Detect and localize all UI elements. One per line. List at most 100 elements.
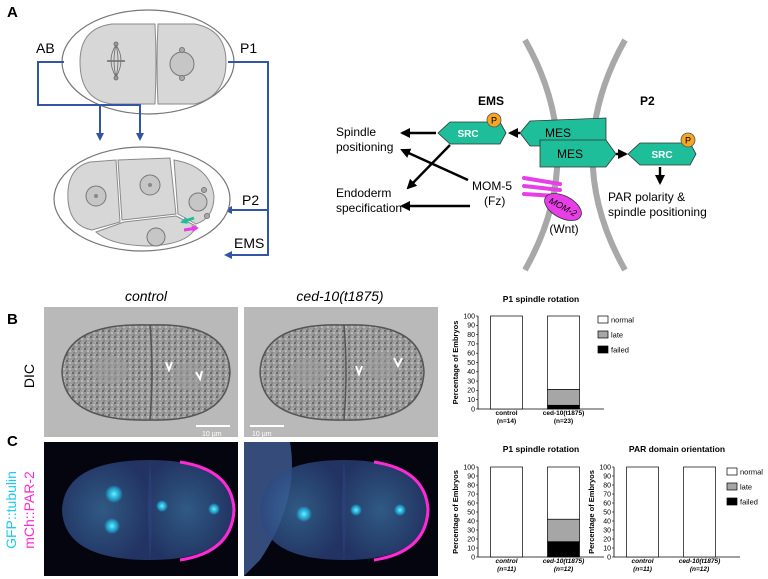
y-tick-label: 50 [603, 509, 611, 516]
bar-segment-late [547, 389, 580, 406]
scale-label-2: 10 µm [252, 431, 272, 438]
par-polarity-2: spindle positioning [608, 205, 707, 219]
y-tick-label: 90 [467, 473, 475, 480]
dic-mutant-image: 10 µm [244, 307, 438, 438]
green-signal-arrow [180, 216, 195, 224]
four-cell-embryo [53, 146, 231, 252]
chart-c-par-domain: PAR domain orientation Percentage of Embr… [587, 444, 763, 573]
legend-swatch-late [726, 482, 738, 491]
panel-letter-a: A [7, 4, 18, 21]
y-tick-label: 70 [603, 491, 611, 498]
dic-label: DIC [21, 364, 37, 388]
y-tick-label: 50 [467, 509, 475, 516]
src-right-box [627, 142, 697, 166]
category-n-label: (n=11) [497, 566, 516, 573]
y-tick-label: 60 [467, 500, 475, 507]
chart-c-spindle-rotation: P1 spindle rotation Percentage of Embryos… [451, 444, 604, 573]
lineage-arrows [37, 61, 269, 259]
pathway-label-ems: EMS [478, 94, 504, 108]
y-tick-label: 60 [603, 500, 611, 507]
mom2-ligand [544, 193, 582, 221]
category-label: ced-10(t1875) [543, 410, 585, 417]
y-tick-label: 0 [471, 554, 475, 561]
category-n-label: (n=12) [554, 566, 573, 573]
label-ems: EMS [234, 235, 264, 251]
scale-label-1: 10 µm [202, 431, 222, 438]
y-tick-label: 100 [463, 313, 475, 320]
y-tick-label: 30 [467, 378, 475, 385]
category-n-label: (n=12) [690, 566, 709, 573]
fluor-label-tubulin: GFP::tubulin [3, 471, 19, 549]
label-p1: P1 [240, 40, 257, 56]
category-n-label: (n=23) [554, 418, 573, 425]
category-label: control [495, 410, 517, 417]
label-p2: P2 [242, 192, 259, 208]
legend-label-normal: normal [740, 468, 763, 477]
bar-segment-normal [626, 466, 659, 558]
category-n-label: (n=11) [633, 566, 652, 573]
category-label: ced-10(t1875) [543, 558, 585, 565]
legend-swatch-failed [597, 345, 609, 354]
control-header: control [125, 288, 168, 304]
y-tick-label: 100 [599, 464, 611, 471]
legend-swatch-failed [726, 497, 738, 506]
legend-swatch-late [597, 330, 609, 339]
y-tick-label: 0 [471, 406, 475, 413]
y-tick-label: 20 [467, 388, 475, 395]
y-axis-label: Percentage of Embryos [451, 321, 460, 405]
src-right-label: SRC [651, 150, 672, 161]
fluor-control-image [44, 442, 238, 576]
bar-segment-normal [683, 466, 716, 558]
y-tick-label: 40 [467, 369, 475, 376]
category-label: control [495, 558, 517, 565]
y-tick-label: 80 [603, 482, 611, 489]
legend-label-normal: normal [611, 316, 634, 325]
y-tick-label: 80 [467, 482, 475, 489]
spindle-positioning-2: positioning [336, 140, 393, 154]
phospho-right-label: P [685, 136, 691, 146]
category-label: ced-10(t1875) [679, 558, 721, 565]
pathway-label-p2: P2 [640, 94, 655, 108]
y-tick-label: 50 [467, 360, 475, 367]
legend-swatch-normal [726, 467, 738, 476]
y-axis-label: Percentage of Embryos [451, 470, 460, 554]
fluor-label-par2: mCh::PAR-2 [21, 471, 37, 549]
legend-label-failed: failed [611, 346, 629, 355]
label-ab: AB [36, 40, 55, 56]
mitotic-spindle-icon [107, 41, 125, 81]
y-tick-label: 20 [467, 536, 475, 543]
y-tick-label: 90 [603, 473, 611, 480]
magenta-signal-arrow [183, 225, 199, 233]
chart-title: PAR domain orientation [629, 444, 725, 454]
wnt-label: (Wnt) [549, 222, 578, 236]
phospho-right-icon [680, 132, 696, 148]
y-tick-label: 70 [467, 341, 475, 348]
bar-segment-normal [547, 466, 580, 520]
src-left-label: SRC [457, 129, 478, 140]
y-tick-label: 90 [467, 323, 475, 330]
y-tick-label: 20 [603, 536, 611, 543]
y-tick-label: 100 [463, 464, 475, 471]
src-left-box [437, 121, 507, 145]
category-n-label: (n=14) [497, 418, 516, 425]
mes-bottom-box [539, 139, 617, 168]
chart-b-spindle-rotation: P1 spindle rotation Percentage of Embryos… [451, 294, 634, 425]
y-tick-label: 60 [467, 351, 475, 358]
y-tick-label: 30 [467, 527, 475, 534]
bar-segment-normal [490, 315, 523, 410]
chart-title: P1 spindle rotation [503, 444, 580, 454]
endoderm-2: specification [336, 201, 402, 215]
chart-title: P1 spindle rotation [503, 294, 580, 304]
fluor-mutant-image [244, 442, 438, 576]
y-tick-label: 40 [603, 518, 611, 525]
bar-segment-normal [547, 315, 580, 390]
y-axis-label: Percentage of Embryos [587, 470, 596, 554]
panel-letter-b: B [7, 311, 18, 328]
bar-segment-normal [490, 466, 523, 558]
phospho-left-label: P [491, 116, 497, 126]
y-tick-label: 30 [603, 527, 611, 534]
y-tick-label: 10 [467, 397, 475, 404]
y-tick-label: 0 [607, 554, 611, 561]
two-cell-embryo [61, 9, 235, 115]
